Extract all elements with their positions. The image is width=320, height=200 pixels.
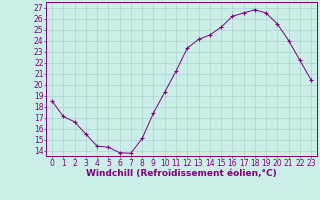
X-axis label: Windchill (Refroidissement éolien,°C): Windchill (Refroidissement éolien,°C) bbox=[86, 169, 277, 178]
